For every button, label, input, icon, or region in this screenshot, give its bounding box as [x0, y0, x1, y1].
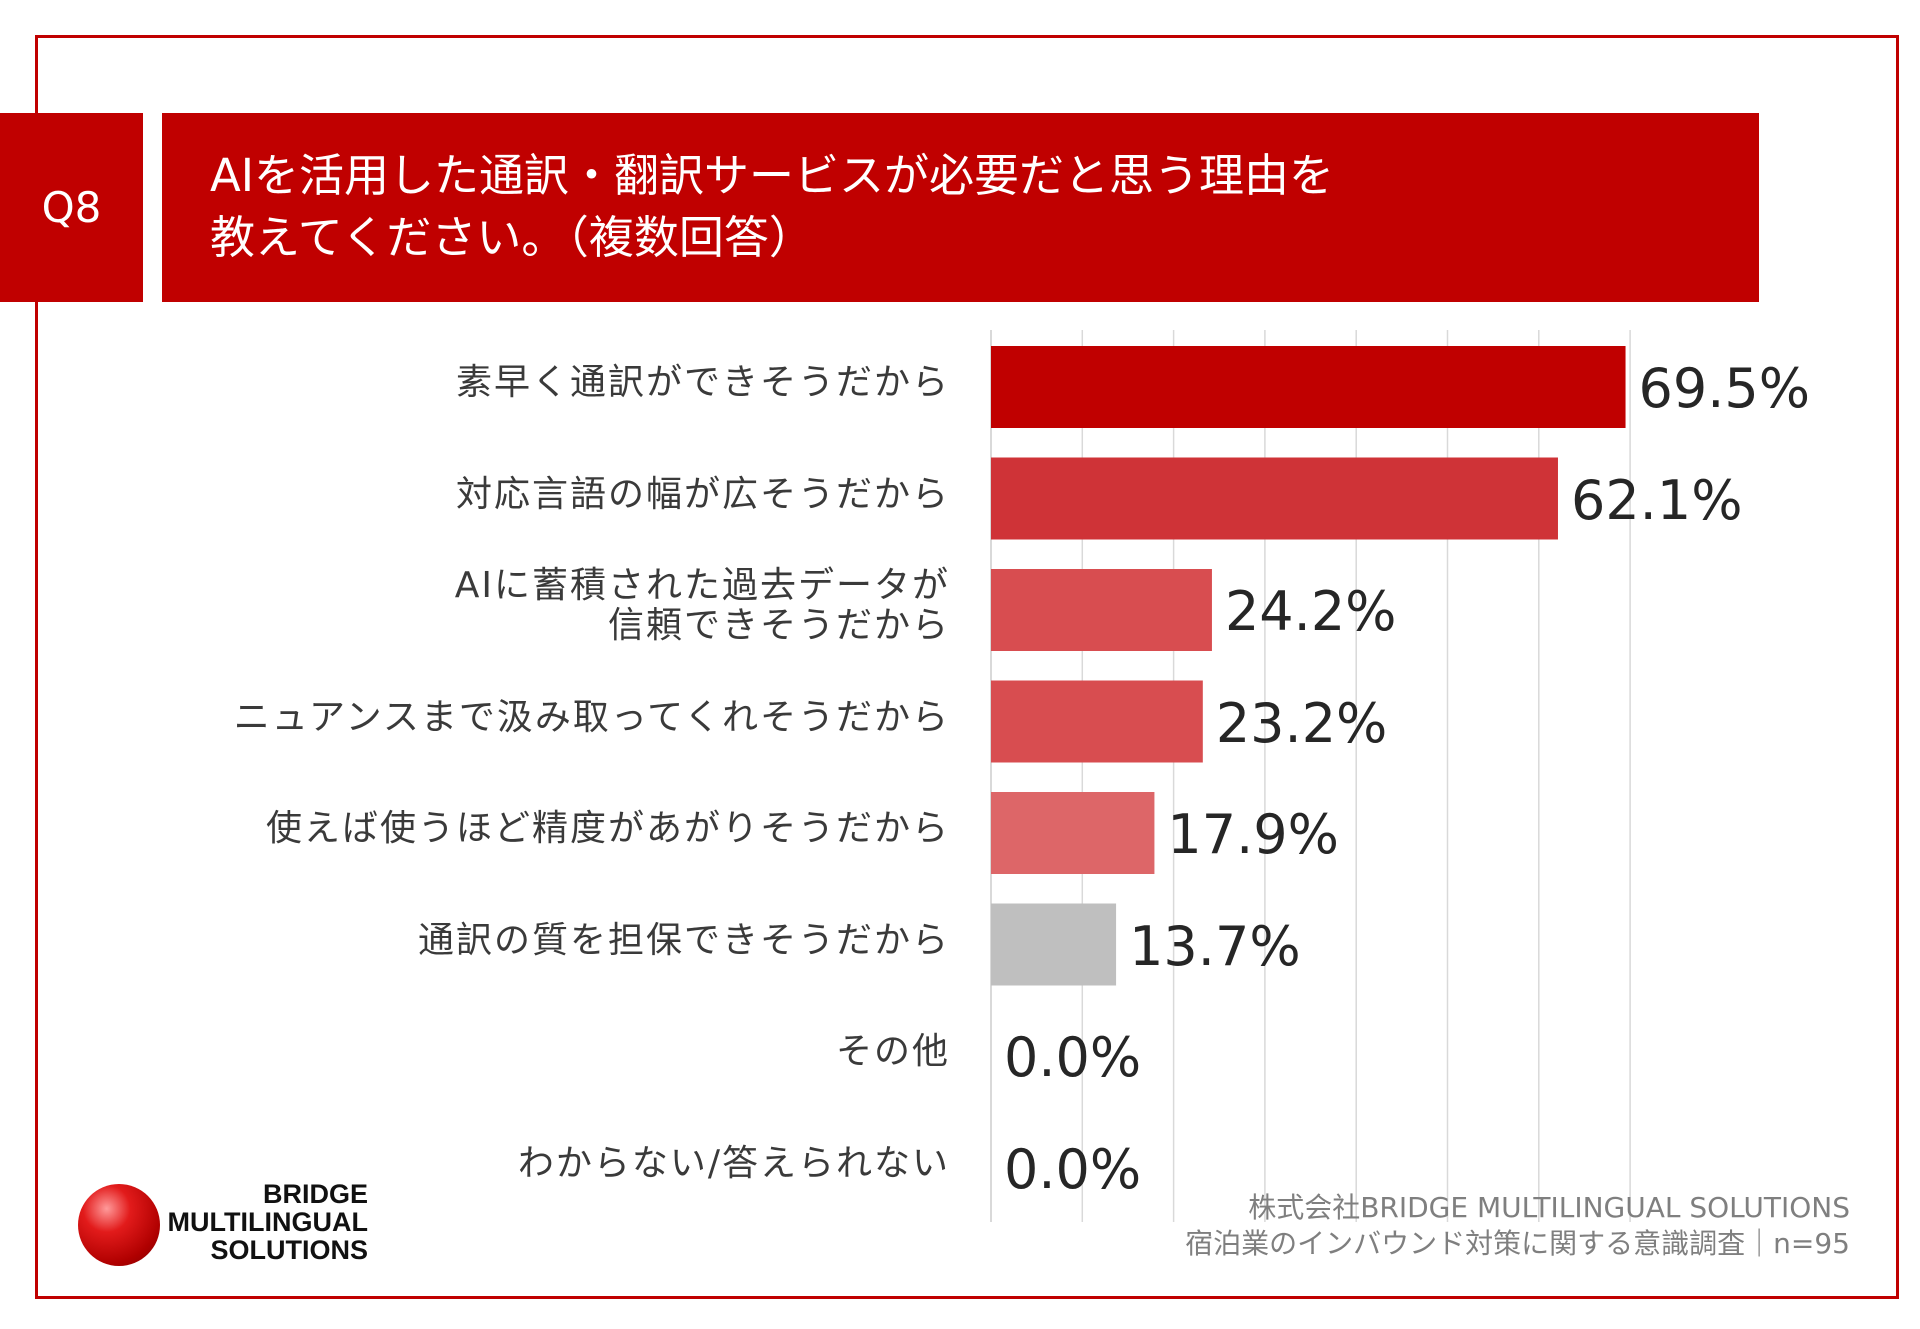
category-label-5: 通訳の質を担保できそうだから	[417, 919, 950, 961]
bar-2	[991, 569, 1212, 651]
value-label-7: 0.0%	[1004, 1137, 1142, 1201]
value-label-3: 23.2%	[1215, 691, 1388, 755]
slide-frame	[35, 35, 1899, 1299]
category-label-7: わからない/答えられない	[517, 1142, 950, 1184]
question-title: AIを活用した通訳・翻訳サービスが必要だと思う理由を 教えてください。（複数回答…	[162, 113, 1759, 302]
question-number-badge: Q8	[0, 113, 143, 302]
category-label-2: AIに蓄積された過去データが 信頼できそうだから	[454, 565, 950, 646]
bar-5	[991, 903, 1117, 986]
bar-1	[991, 457, 1558, 540]
bar-0	[991, 346, 1626, 428]
category-label-0: 素早く通訳ができそうだから	[455, 362, 950, 403]
bar-4	[991, 792, 1155, 874]
logo-line-1: BRIDGE	[262, 1179, 368, 1209]
question-title-line-2: 教えてください。（複数回答）	[210, 211, 814, 264]
logo-wordmark: BRIDGE MULTILINGUAL SOLUTIONS	[168, 1180, 368, 1264]
value-label-6: 0.0%	[1004, 1026, 1142, 1089]
category-label-6: その他	[835, 1031, 950, 1072]
value-label-2: 24.2%	[1224, 580, 1397, 643]
value-label-5: 13.7%	[1129, 914, 1301, 978]
company-logo: BRIDGE MULTILINGUAL SOLUTIONS	[78, 1180, 378, 1270]
question-number: Q8	[41, 183, 102, 232]
value-label-4: 17.9%	[1167, 803, 1339, 866]
question-title-line-1: AIを活用した通訳・翻訳サービスが必要だと思う理由を	[210, 149, 1335, 202]
logo-line-3: SOLUTIONS	[210, 1235, 368, 1265]
footer-company: 株式会社BRIDGE MULTILINGUAL SOLUTIONS	[1248, 1191, 1850, 1224]
category-label-4: 使えば使うほど精度があがりそうだから	[265, 808, 950, 849]
bar-3	[991, 680, 1203, 763]
category-label-3: ニュアンスまで汲み取ってくれそうだから	[233, 696, 950, 738]
footer-survey: 宿泊業のインバウンド対策に関する意識調査｜n=95	[1185, 1227, 1850, 1260]
category-label-1: 対応言語の幅が広そうだから	[455, 473, 950, 515]
footer-source: 株式会社BRIDGE MULTILINGUAL SOLUTIONS 宿泊業のイン…	[1185, 1190, 1850, 1262]
value-label-1: 62.1%	[1570, 468, 1743, 532]
value-label-0: 69.5%	[1638, 357, 1811, 420]
logo-line-2: MULTILINGUAL	[167, 1207, 368, 1237]
logo-sphere-icon	[78, 1184, 160, 1266]
